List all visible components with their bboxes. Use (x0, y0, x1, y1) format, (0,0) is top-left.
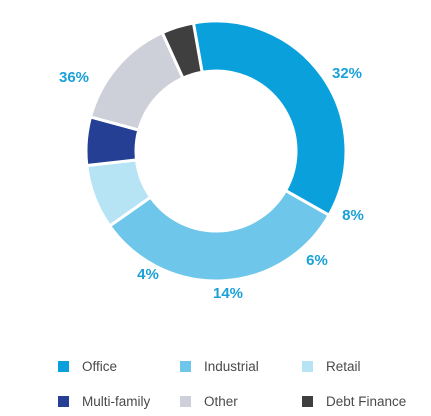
slice-debt-finance (160, 21, 204, 80)
legend-item-industrial: Industrial (180, 356, 259, 376)
slice-label-retail: 8% (342, 207, 364, 224)
legend-swatch-retail (302, 360, 313, 372)
legend-label-other: Other (204, 393, 238, 409)
legend-label-industrial: Industrial (204, 358, 259, 374)
slice-label-office: 36% (59, 69, 89, 86)
legend-item-retail: Retail (302, 356, 361, 376)
legend-swatch-other (180, 395, 191, 407)
legend-label-retail: Retail (326, 358, 361, 374)
legend-label-office: Office (82, 358, 118, 374)
legend-swatch-debt-finance (302, 395, 313, 407)
legend-label-multi-family: Multi-family (82, 393, 151, 409)
legend-item-office: Office (58, 356, 117, 376)
legend-item-debt-finance: Debt Finance (302, 391, 406, 411)
slice-label-industrial: 32% (332, 65, 362, 82)
legend-swatch-industrial (180, 360, 191, 372)
legend-item-other: Other (180, 391, 238, 411)
legend: Office Industrial Retail Multi-family Ot… (0, 352, 431, 416)
slice-label-multi-family: 6% (306, 252, 328, 269)
slice-label-other: 14% (213, 285, 243, 302)
donut-chart: 36% 32% 8% 6% 14% 4% (59, 19, 364, 302)
slice-label-debt-finance: 4% (137, 266, 159, 283)
donut-slices (84, 19, 348, 283)
legend-label-debt-finance: Debt Finance (326, 393, 407, 409)
legend-swatch-office (58, 360, 69, 372)
legend-swatch-multi-family (58, 395, 69, 407)
legend-item-multi-family: Multi-family (58, 391, 150, 411)
slice-industrial (108, 189, 331, 283)
slice-office (191, 19, 348, 217)
slice-labels: 36% 32% 8% 6% 14% 4% (59, 65, 364, 302)
